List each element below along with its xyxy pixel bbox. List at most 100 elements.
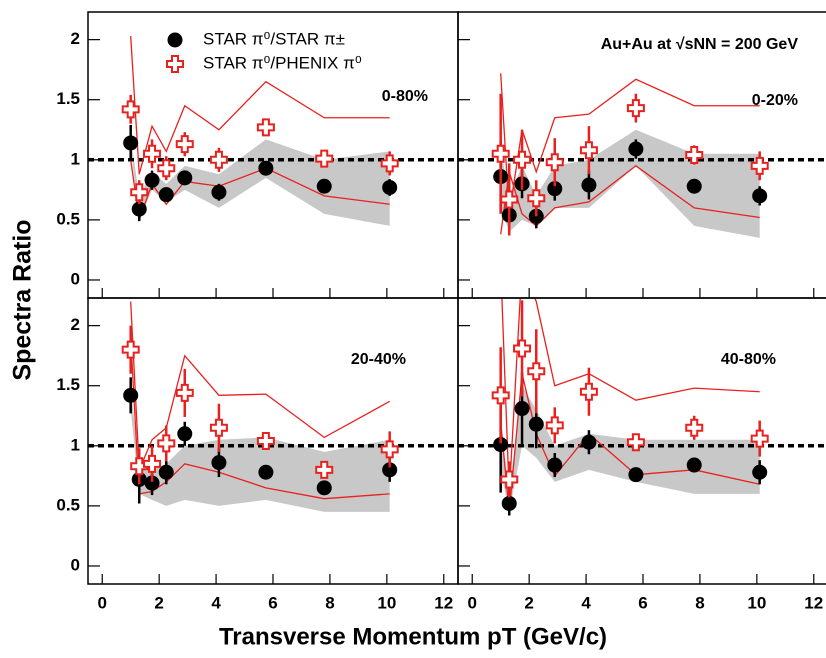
point [579, 382, 598, 401]
x-tick-label: 0 [467, 593, 476, 612]
point [527, 362, 546, 381]
point [626, 99, 645, 118]
y-tick-label: 1 [71, 435, 80, 454]
y-tick-label: 0.5 [56, 495, 80, 514]
point [545, 416, 564, 435]
x-tick-label: 12 [804, 593, 823, 612]
x-tick-label: 8 [325, 593, 334, 612]
point [527, 189, 546, 208]
point [547, 181, 563, 197]
point [382, 462, 398, 478]
model-line [501, 298, 760, 494]
y-tick-label: 1.5 [56, 89, 80, 108]
point [121, 340, 140, 359]
point [157, 434, 176, 453]
point [380, 154, 399, 173]
point [123, 387, 139, 403]
point [175, 383, 194, 402]
systematic-band [130, 385, 390, 512]
point [130, 183, 149, 202]
y-tick-label: 2 [71, 315, 80, 334]
point [256, 118, 275, 137]
point [579, 141, 598, 160]
point [750, 156, 769, 175]
point [491, 386, 510, 405]
point [513, 339, 532, 358]
point [501, 495, 517, 511]
point [528, 416, 544, 432]
point [158, 187, 174, 203]
panel-label: 40-80% [721, 351, 776, 368]
point [211, 184, 227, 200]
point [316, 178, 332, 194]
panel [88, 35, 458, 226]
point [144, 172, 160, 188]
point [686, 457, 702, 473]
legend-marker [167, 32, 183, 48]
point [177, 170, 193, 186]
model-line [130, 35, 390, 175]
panel-title: Au+Au at √sNN = 200 GeV [601, 36, 799, 53]
x-tick-label: 6 [268, 593, 277, 612]
y-axis-label: Spectra Ratio [9, 219, 37, 380]
point [177, 426, 193, 442]
point [581, 434, 597, 450]
y-tick-label: 1 [71, 149, 80, 168]
x-tick-label: 10 [377, 593, 396, 612]
point [121, 100, 140, 119]
point [316, 480, 332, 496]
model-line [500, 165, 760, 235]
point [547, 457, 563, 473]
x-tick-label: 4 [211, 593, 221, 612]
x-tick-label: 10 [747, 593, 766, 612]
point [686, 178, 702, 194]
point [752, 188, 768, 204]
panel [88, 301, 458, 512]
point [131, 201, 147, 217]
y-tick-label: 1.5 [56, 375, 80, 394]
point [500, 190, 519, 209]
x-tick-label: 6 [638, 593, 647, 612]
panel-label: 20-40% [351, 351, 406, 368]
point [626, 433, 645, 452]
x-tick-label: 2 [154, 593, 163, 612]
point [685, 146, 704, 164]
point [256, 432, 275, 450]
legend-marker [166, 55, 184, 73]
point [157, 159, 176, 178]
point [143, 454, 162, 473]
x-axis-label: Transverse Momentum pT (GeV/c) [219, 623, 607, 650]
point [493, 437, 509, 453]
legend-label: STAR π⁰/STAR π± [203, 29, 345, 48]
point [491, 144, 510, 163]
systematic-band [500, 385, 760, 512]
model-line [130, 337, 390, 500]
panel [458, 298, 826, 516]
y-tick-label: 0 [71, 269, 80, 288]
point [500, 470, 519, 489]
point [175, 135, 194, 154]
point [158, 464, 174, 480]
panel-label: 0-80% [382, 88, 428, 105]
point [144, 475, 160, 491]
x-tick-label: 8 [695, 593, 704, 612]
point [752, 464, 768, 480]
point [545, 153, 564, 172]
panel [458, 73, 826, 238]
point [258, 464, 274, 480]
legend-label: STAR π⁰/PHENIX π⁰ [203, 53, 362, 72]
x-tick-label: 12 [434, 593, 453, 612]
point [211, 455, 227, 471]
point [315, 460, 334, 479]
point [513, 150, 532, 169]
point [315, 149, 334, 168]
y-tick-label: 0 [71, 555, 80, 574]
point [581, 177, 597, 193]
panel-label: 0-20% [752, 92, 798, 109]
point [123, 135, 139, 151]
model-line [130, 301, 391, 471]
x-tick-label: 2 [524, 593, 533, 612]
point [209, 150, 228, 169]
point [382, 179, 398, 195]
